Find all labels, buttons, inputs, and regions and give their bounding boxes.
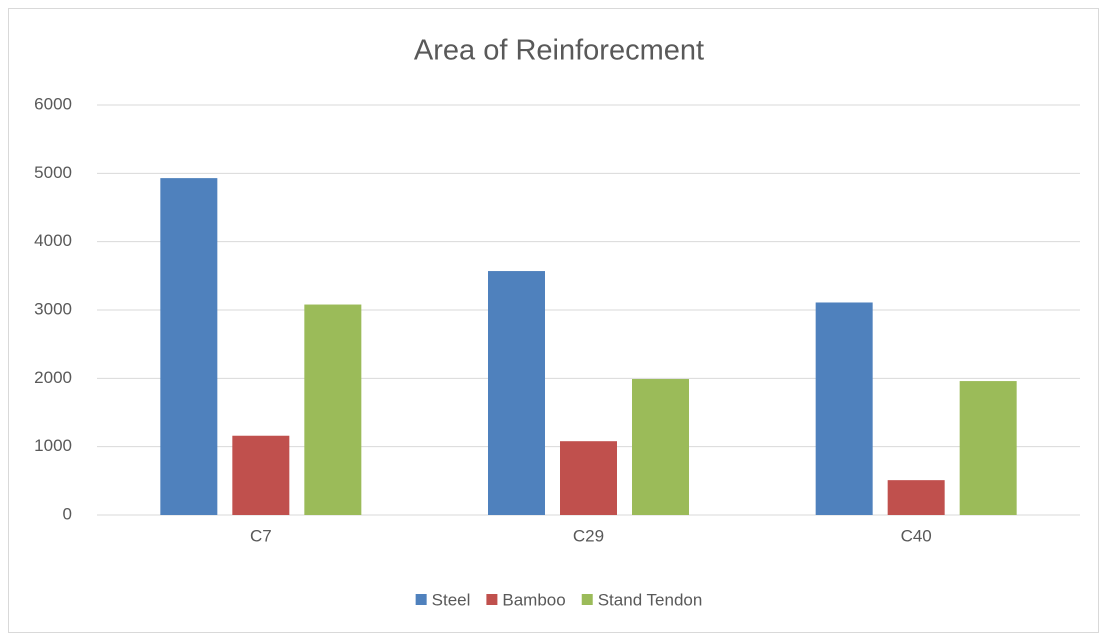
y-tick-label: 6000 [34, 94, 72, 113]
x-tick-label: C7 [250, 526, 272, 545]
y-tick-label: 5000 [34, 163, 72, 182]
bar [632, 379, 689, 515]
legend-label: Stand Tendon [598, 590, 703, 609]
bar [959, 381, 1017, 515]
legend-swatch [486, 594, 498, 605]
x-tick-label: C40 [901, 526, 932, 545]
bar [160, 178, 218, 515]
bar [887, 480, 945, 515]
legend-swatch [581, 594, 593, 605]
bar [304, 304, 362, 515]
bar [815, 302, 873, 515]
bar [560, 441, 617, 515]
y-tick-label: 2000 [34, 368, 72, 387]
bar [488, 271, 545, 515]
legend-swatch [415, 594, 427, 605]
y-tick-label: 1000 [34, 436, 72, 455]
legend-label: Steel [432, 590, 471, 609]
x-tick-label: C29 [573, 526, 604, 545]
y-tick-label: 3000 [34, 299, 72, 318]
chart-title: Area of Reinforecment [414, 35, 704, 67]
y-tick-label: 0 [63, 504, 72, 523]
bar [232, 435, 290, 515]
y-tick-label: 4000 [34, 231, 72, 250]
legend-label: Bamboo [502, 590, 565, 609]
